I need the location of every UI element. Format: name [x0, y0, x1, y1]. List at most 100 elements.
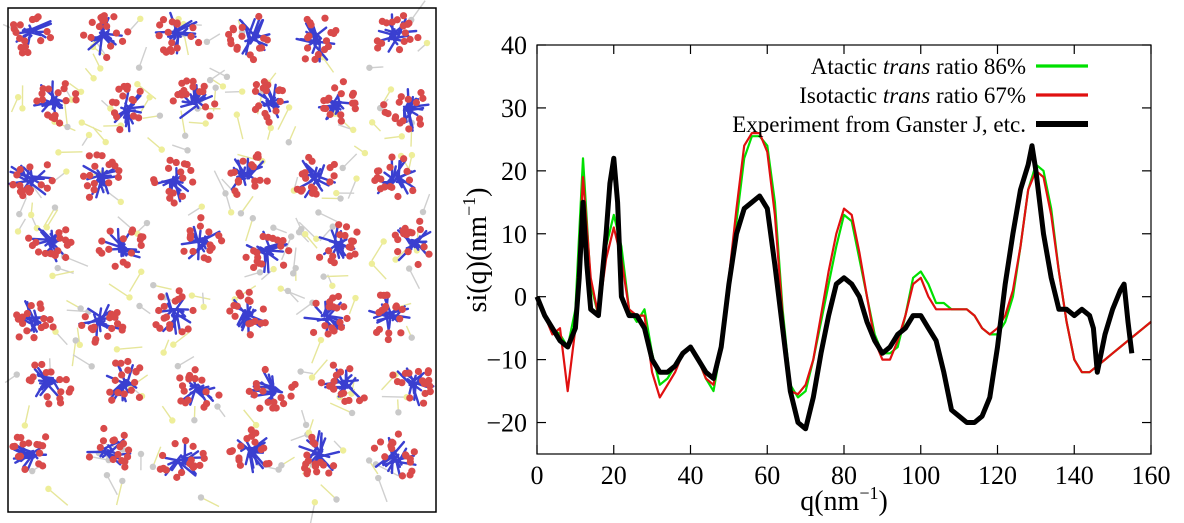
atom: [16, 21, 24, 29]
atom: [169, 417, 176, 424]
atom: [17, 43, 25, 52]
atom: [226, 448, 234, 456]
bond: [71, 340, 77, 367]
atom: [371, 176, 379, 185]
molecule-cluster: [317, 361, 368, 405]
atom: [83, 182, 92, 190]
atom: [128, 226, 137, 234]
bond: [106, 474, 118, 496]
molecule-cluster: [108, 82, 145, 134]
bond: [371, 241, 385, 261]
atom: [382, 302, 390, 311]
bond: [304, 162, 319, 177]
atom: [104, 332, 112, 340]
atom: [245, 387, 253, 395]
bond: [335, 246, 341, 259]
atom: [18, 49, 27, 57]
atom: [339, 447, 347, 454]
atom: [337, 111, 345, 119]
atom: [91, 162, 99, 170]
atom: [88, 363, 95, 370]
atom: [403, 167, 411, 175]
bond: [180, 110, 186, 136]
atom: [189, 463, 197, 471]
atom: [277, 393, 285, 402]
atom: [245, 320, 253, 328]
bond: [152, 446, 162, 468]
molecule-cluster: [315, 221, 361, 267]
atom: [374, 44, 382, 52]
atom: [398, 133, 405, 140]
atom: [78, 321, 86, 330]
atom: [325, 469, 333, 477]
atom: [77, 305, 84, 312]
atom: [189, 77, 197, 85]
atom: [62, 226, 70, 234]
atom: [389, 371, 397, 379]
atom: [408, 334, 415, 341]
atom: [330, 327, 338, 335]
bond: [128, 271, 142, 292]
atom: [49, 323, 57, 331]
bond: [58, 151, 83, 154]
atom: [414, 367, 423, 376]
atom: [405, 176, 414, 184]
atom: [21, 465, 29, 474]
molecule-cluster: [95, 226, 147, 270]
atom: [166, 156, 174, 164]
atom: [264, 398, 272, 406]
atom: [380, 101, 388, 109]
atom: [405, 19, 413, 27]
atom: [388, 18, 396, 26]
bond: [371, 263, 387, 280]
atom: [198, 376, 206, 384]
atom: [16, 210, 23, 218]
atom: [391, 113, 400, 121]
molecule-cluster: [242, 230, 293, 274]
atom: [13, 171, 21, 179]
atom: [302, 460, 310, 468]
atom: [230, 301, 238, 310]
molecule-cluster: [25, 226, 75, 263]
atom: [200, 254, 208, 262]
atom: [219, 83, 227, 90]
atom: [196, 88, 204, 96]
atom: [16, 34, 24, 42]
atom: [238, 23, 246, 32]
atom: [166, 321, 174, 329]
molecule-cluster: [13, 300, 57, 342]
bond: [49, 232, 57, 242]
y-tick-label: 20: [501, 157, 527, 186]
molecule-cluster: [380, 88, 430, 133]
atom: [419, 94, 427, 102]
atom: [212, 84, 219, 91]
atom: [248, 161, 256, 169]
bond: [52, 270, 75, 277]
atom: [38, 360, 46, 369]
atom: [252, 379, 260, 388]
atom: [98, 237, 106, 245]
atom: [226, 307, 234, 315]
atom: [409, 186, 417, 195]
bond: [323, 274, 349, 278]
molecule-cluster: [105, 357, 144, 404]
bond: [408, 268, 421, 290]
atom: [399, 12, 408, 20]
bond: [123, 247, 138, 251]
bond: [377, 477, 388, 503]
bond: [170, 298, 185, 317]
atom: [103, 22, 111, 30]
atom: [132, 368, 140, 376]
atom: [105, 245, 113, 253]
bond: [190, 95, 194, 103]
bond: [124, 102, 128, 107]
bond: [277, 107, 290, 130]
atom: [315, 253, 324, 261]
atom: [173, 473, 181, 481]
atom: [263, 113, 271, 121]
atom: [260, 78, 269, 86]
atom: [395, 98, 403, 106]
molecule-cluster: [373, 12, 422, 54]
bond: [164, 456, 181, 462]
y-axis-label: si(q)(nm−1): [459, 188, 493, 313]
